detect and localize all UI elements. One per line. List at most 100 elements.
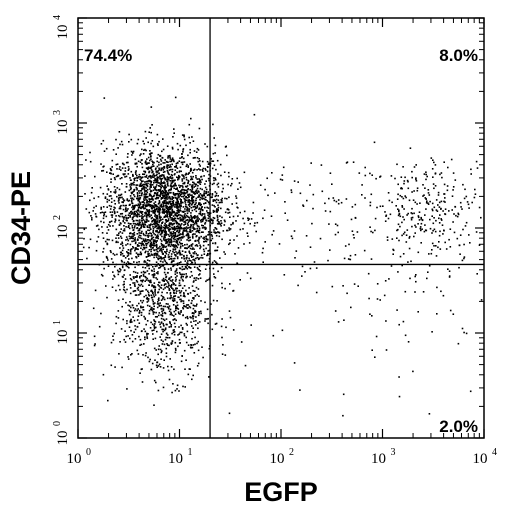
- scatter-point: [131, 257, 133, 260]
- scatter-point: [137, 286, 140, 289]
- scatter-point: [140, 368, 143, 371]
- scatter-point: [154, 223, 156, 226]
- scatter-point: [178, 279, 181, 282]
- scatter-point: [220, 225, 222, 227]
- scatter-point: [121, 143, 124, 146]
- scatter-point: [219, 201, 222, 204]
- scatter-point: [179, 207, 182, 209]
- scatter-point: [414, 201, 417, 204]
- scatter-point: [346, 161, 349, 163]
- scatter-point: [148, 213, 151, 216]
- scatter-point: [152, 303, 155, 305]
- scatter-point: [200, 221, 202, 223]
- scatter-point: [198, 208, 200, 211]
- scatter-point: [176, 264, 179, 266]
- scatter-point: [192, 181, 194, 184]
- scatter-point: [139, 215, 141, 218]
- scatter-point: [188, 257, 190, 260]
- scatter-point: [165, 202, 168, 205]
- scatter-point: [182, 174, 185, 177]
- scatter-point: [146, 277, 149, 280]
- scatter-point: [166, 292, 168, 294]
- scatter-point: [180, 190, 182, 192]
- scatter-point: [126, 255, 129, 257]
- scatter-point: [150, 142, 152, 145]
- scatter-point: [217, 204, 219, 206]
- scatter-point: [163, 233, 166, 236]
- scatter-point: [135, 162, 138, 165]
- scatter-point: [229, 216, 231, 218]
- scatter-point: [122, 284, 125, 286]
- scatter-point: [270, 215, 273, 217]
- scatter-point: [230, 184, 232, 187]
- scatter-point: [139, 284, 141, 287]
- scatter-point: [136, 213, 139, 216]
- scatter-point: [126, 243, 129, 245]
- scatter-point: [167, 307, 170, 310]
- scatter-point: [164, 222, 166, 225]
- scatter-point: [166, 176, 169, 178]
- scatter-point: [182, 148, 185, 150]
- scatter-point: [157, 170, 159, 172]
- scatter-point: [208, 376, 210, 378]
- scatter-point: [160, 260, 162, 263]
- scatter-point: [164, 170, 166, 173]
- scatter-point: [171, 168, 174, 171]
- scatter-point: [194, 233, 196, 235]
- scatter-point: [174, 166, 176, 168]
- scatter-point: [147, 177, 149, 180]
- scatter-point: [188, 210, 190, 213]
- scatter-point: [171, 218, 174, 221]
- scatter-point: [212, 216, 215, 219]
- scatter-point: [363, 249, 366, 252]
- scatter-point: [186, 219, 188, 221]
- scatter-point: [174, 313, 177, 315]
- scatter-point: [141, 280, 144, 283]
- x-axis-ticks: 10 0 10 1 10 2 10 3 10 4: [67, 18, 497, 467]
- scatter-point: [196, 224, 199, 227]
- scatter-point: [150, 186, 152, 188]
- scatter-point: [198, 207, 201, 209]
- scatter-point: [178, 171, 181, 173]
- scatter-point: [167, 164, 170, 166]
- scatter-point: [195, 197, 198, 200]
- scatter-point: [83, 237, 85, 240]
- scatter-point: [134, 171, 137, 174]
- scatter-point: [150, 228, 152, 230]
- scatter-point: [138, 204, 141, 207]
- scatter-point: [164, 189, 166, 192]
- scatter-point: [118, 353, 120, 355]
- scatter-point: [154, 226, 156, 229]
- scatter-point: [173, 229, 176, 231]
- scatter-point: [369, 204, 372, 207]
- scatter-point: [302, 205, 305, 207]
- scatter-point: [177, 178, 179, 181]
- scatter-point: [149, 159, 151, 162]
- scatter-point: [204, 183, 206, 185]
- scatter-point: [459, 253, 461, 255]
- scatter-point: [145, 215, 148, 217]
- scatter-point: [155, 237, 158, 239]
- scatter-point: [188, 226, 190, 229]
- scatter-point: [203, 192, 205, 194]
- scatter-point: [431, 209, 434, 212]
- scatter-point: [416, 189, 419, 192]
- scatter-point: [247, 235, 249, 237]
- scatter-point: [144, 183, 146, 186]
- scatter-point: [225, 326, 227, 329]
- scatter-point: [159, 154, 161, 157]
- scatter-point: [189, 225, 192, 228]
- x-tick-exponent: 2: [289, 447, 294, 458]
- scatter-point: [201, 206, 203, 208]
- scatter-point: [401, 221, 403, 224]
- scatter-point: [151, 323, 154, 326]
- scatter-point: [220, 325, 223, 328]
- scatter-point: [154, 215, 156, 217]
- scatter-point: [132, 237, 134, 239]
- scatter-point: [140, 305, 142, 308]
- scatter-point: [135, 256, 138, 259]
- scatter-point: [156, 210, 159, 213]
- scatter-point: [194, 156, 196, 159]
- scatter-point: [185, 172, 187, 175]
